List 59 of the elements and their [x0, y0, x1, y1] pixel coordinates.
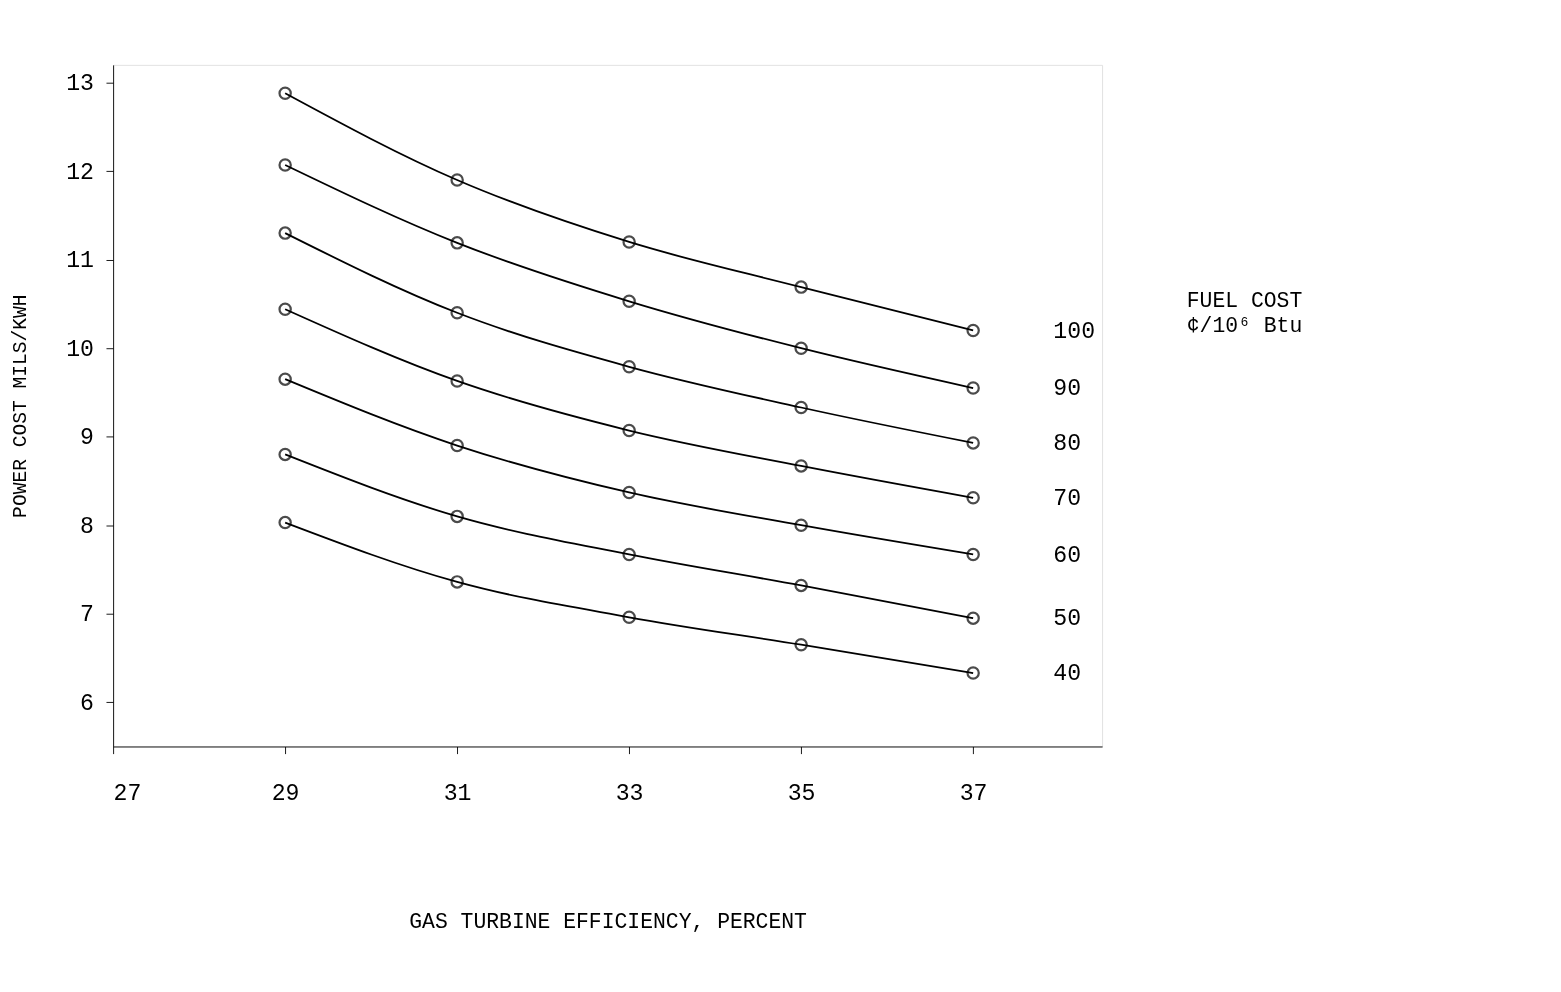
point	[794, 518, 808, 532]
point	[278, 226, 292, 240]
point	[966, 323, 980, 338]
point	[622, 610, 636, 625]
x-tick-label: 37	[959, 780, 988, 807]
point	[622, 547, 636, 562]
point	[622, 485, 636, 500]
point	[966, 436, 980, 450]
legend-title: FUEL COST ¢/10⁶ Btu	[1186, 289, 1303, 339]
y-tick-label: 9	[80, 425, 94, 452]
point	[794, 400, 808, 415]
point	[278, 86, 292, 100]
point	[966, 666, 980, 680]
x-axis-title: GAS TURBINE EFFICIENCY, PERCENT	[409, 909, 808, 934]
point	[450, 575, 464, 589]
text: 90	[1053, 376, 1082, 403]
text: 40	[1053, 661, 1082, 688]
point	[450, 438, 464, 453]
x-tick-label: 29	[271, 780, 300, 807]
y-tick-label: 8	[80, 513, 94, 540]
point	[966, 381, 980, 395]
point	[450, 374, 464, 388]
point	[278, 158, 292, 172]
text: 60	[1053, 542, 1082, 569]
point	[450, 306, 464, 320]
point	[450, 236, 464, 250]
point	[794, 578, 808, 593]
point	[794, 280, 808, 294]
point	[278, 372, 292, 386]
point	[622, 360, 636, 374]
y-tick-label: 6	[80, 690, 94, 717]
point	[450, 173, 464, 187]
point	[794, 459, 808, 473]
point	[278, 515, 292, 530]
x-tick-label: 33	[615, 780, 644, 807]
y-tick-label: 13	[66, 71, 94, 98]
text: 80	[1053, 431, 1082, 458]
point	[622, 294, 636, 309]
point	[622, 235, 636, 249]
point	[622, 423, 636, 438]
y-tick-label: 10	[66, 336, 94, 363]
point	[966, 547, 980, 562]
point	[278, 447, 292, 462]
y-tick-label: 12	[66, 159, 94, 186]
point	[278, 302, 292, 316]
y-axis-title: POWER COST MILS/KWH	[10, 294, 33, 518]
y-tick-label: 7	[80, 602, 94, 629]
point	[966, 491, 980, 505]
text: 50	[1053, 606, 1082, 633]
text: 100	[1053, 318, 1096, 345]
x-tick-label: 27	[113, 780, 142, 807]
point	[450, 509, 464, 524]
point	[794, 637, 808, 652]
x-tick-label: 35	[787, 780, 816, 807]
point	[966, 611, 980, 625]
text: 70	[1053, 485, 1082, 512]
y-tick-label: 11	[66, 248, 94, 275]
x-tick-label: 31	[443, 780, 472, 807]
point	[794, 341, 808, 355]
